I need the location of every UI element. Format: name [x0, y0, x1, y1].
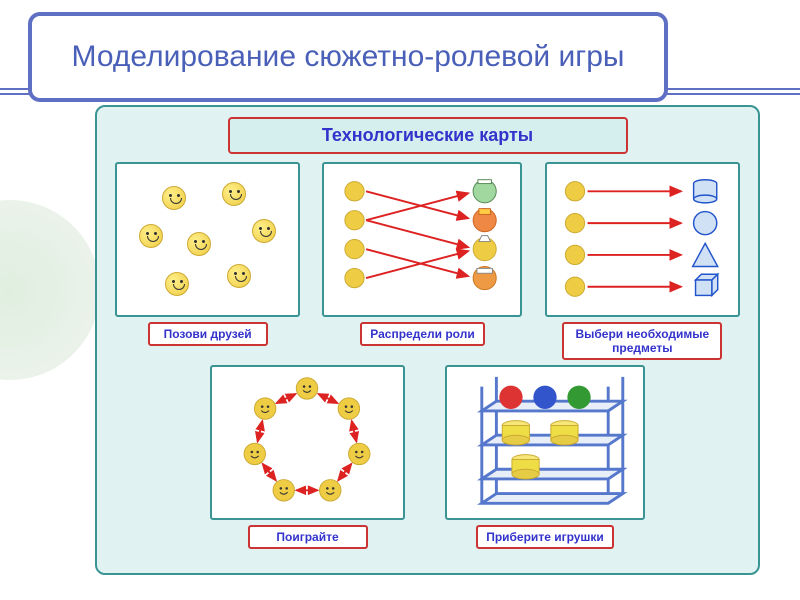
card-invite — [115, 162, 300, 317]
role-col — [474, 180, 497, 290]
smiley-icon — [252, 219, 276, 243]
card-roles-label: Распредели роли — [360, 322, 484, 346]
card-cleanup-label: Приберите игрушки — [476, 525, 614, 549]
card-objects-col: Выбери необходимые предметы — [545, 162, 740, 360]
background-blur — [0, 200, 100, 380]
cards-row-2: Поиграйте — [107, 365, 748, 549]
card-play-label: Поиграйте — [248, 525, 368, 549]
objects-diagram — [555, 172, 730, 307]
ball-green — [567, 386, 590, 409]
smiley-icon — [165, 272, 189, 296]
roles-diagram — [332, 172, 512, 307]
play-circle-diagram — [212, 367, 403, 518]
object-arrows — [587, 191, 681, 286]
tech-cards-panel: Технологические карты Позови друзей — [95, 105, 760, 575]
shelf-diagram — [452, 372, 638, 513]
card-objects — [545, 162, 740, 317]
main-title: Моделирование сюжетно-ролевой игры — [72, 39, 625, 75]
smiley-icon — [139, 224, 163, 248]
smiley-col — [345, 182, 364, 288]
main-title-box: Моделирование сюжетно-ролевой игры — [28, 12, 668, 102]
cards-row-1: Позови друзей — [107, 162, 748, 360]
card-invite-label: Позови друзей — [148, 322, 268, 346]
card-objects-label: Выбери необходимые предметы — [562, 322, 722, 360]
smiley-icon — [162, 186, 186, 210]
drum-1 — [502, 421, 529, 445]
smiley-icon — [222, 182, 246, 206]
subtitle-box: Технологические карты — [228, 117, 628, 154]
card-roles-col: Распредели роли — [322, 162, 522, 360]
card-cleanup-col: Приберите игрушки — [445, 365, 645, 549]
smiley-icon — [227, 264, 251, 288]
shape-col — [692, 180, 717, 296]
card-roles — [322, 162, 522, 317]
card-play — [210, 365, 405, 520]
subtitle: Технологические карты — [236, 125, 620, 146]
smiley-icon — [187, 232, 211, 256]
role-arrows — [367, 191, 469, 278]
drum-3 — [512, 455, 539, 479]
ball-blue — [533, 386, 556, 409]
smiley-col — [565, 182, 584, 297]
card-play-col: Поиграйте — [210, 365, 405, 549]
card-cleanup — [445, 365, 645, 520]
card-invite-col: Позови друзей — [115, 162, 300, 360]
ball-red — [499, 386, 522, 409]
drum-2 — [551, 421, 578, 445]
